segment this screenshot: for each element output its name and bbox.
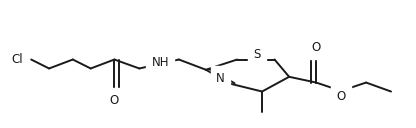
Text: Cl: Cl xyxy=(11,53,23,66)
Text: O: O xyxy=(312,41,321,54)
Text: N: N xyxy=(216,72,225,85)
Text: NH: NH xyxy=(151,56,169,69)
Text: O: O xyxy=(110,94,119,107)
Text: S: S xyxy=(253,48,261,61)
Text: O: O xyxy=(337,90,346,103)
